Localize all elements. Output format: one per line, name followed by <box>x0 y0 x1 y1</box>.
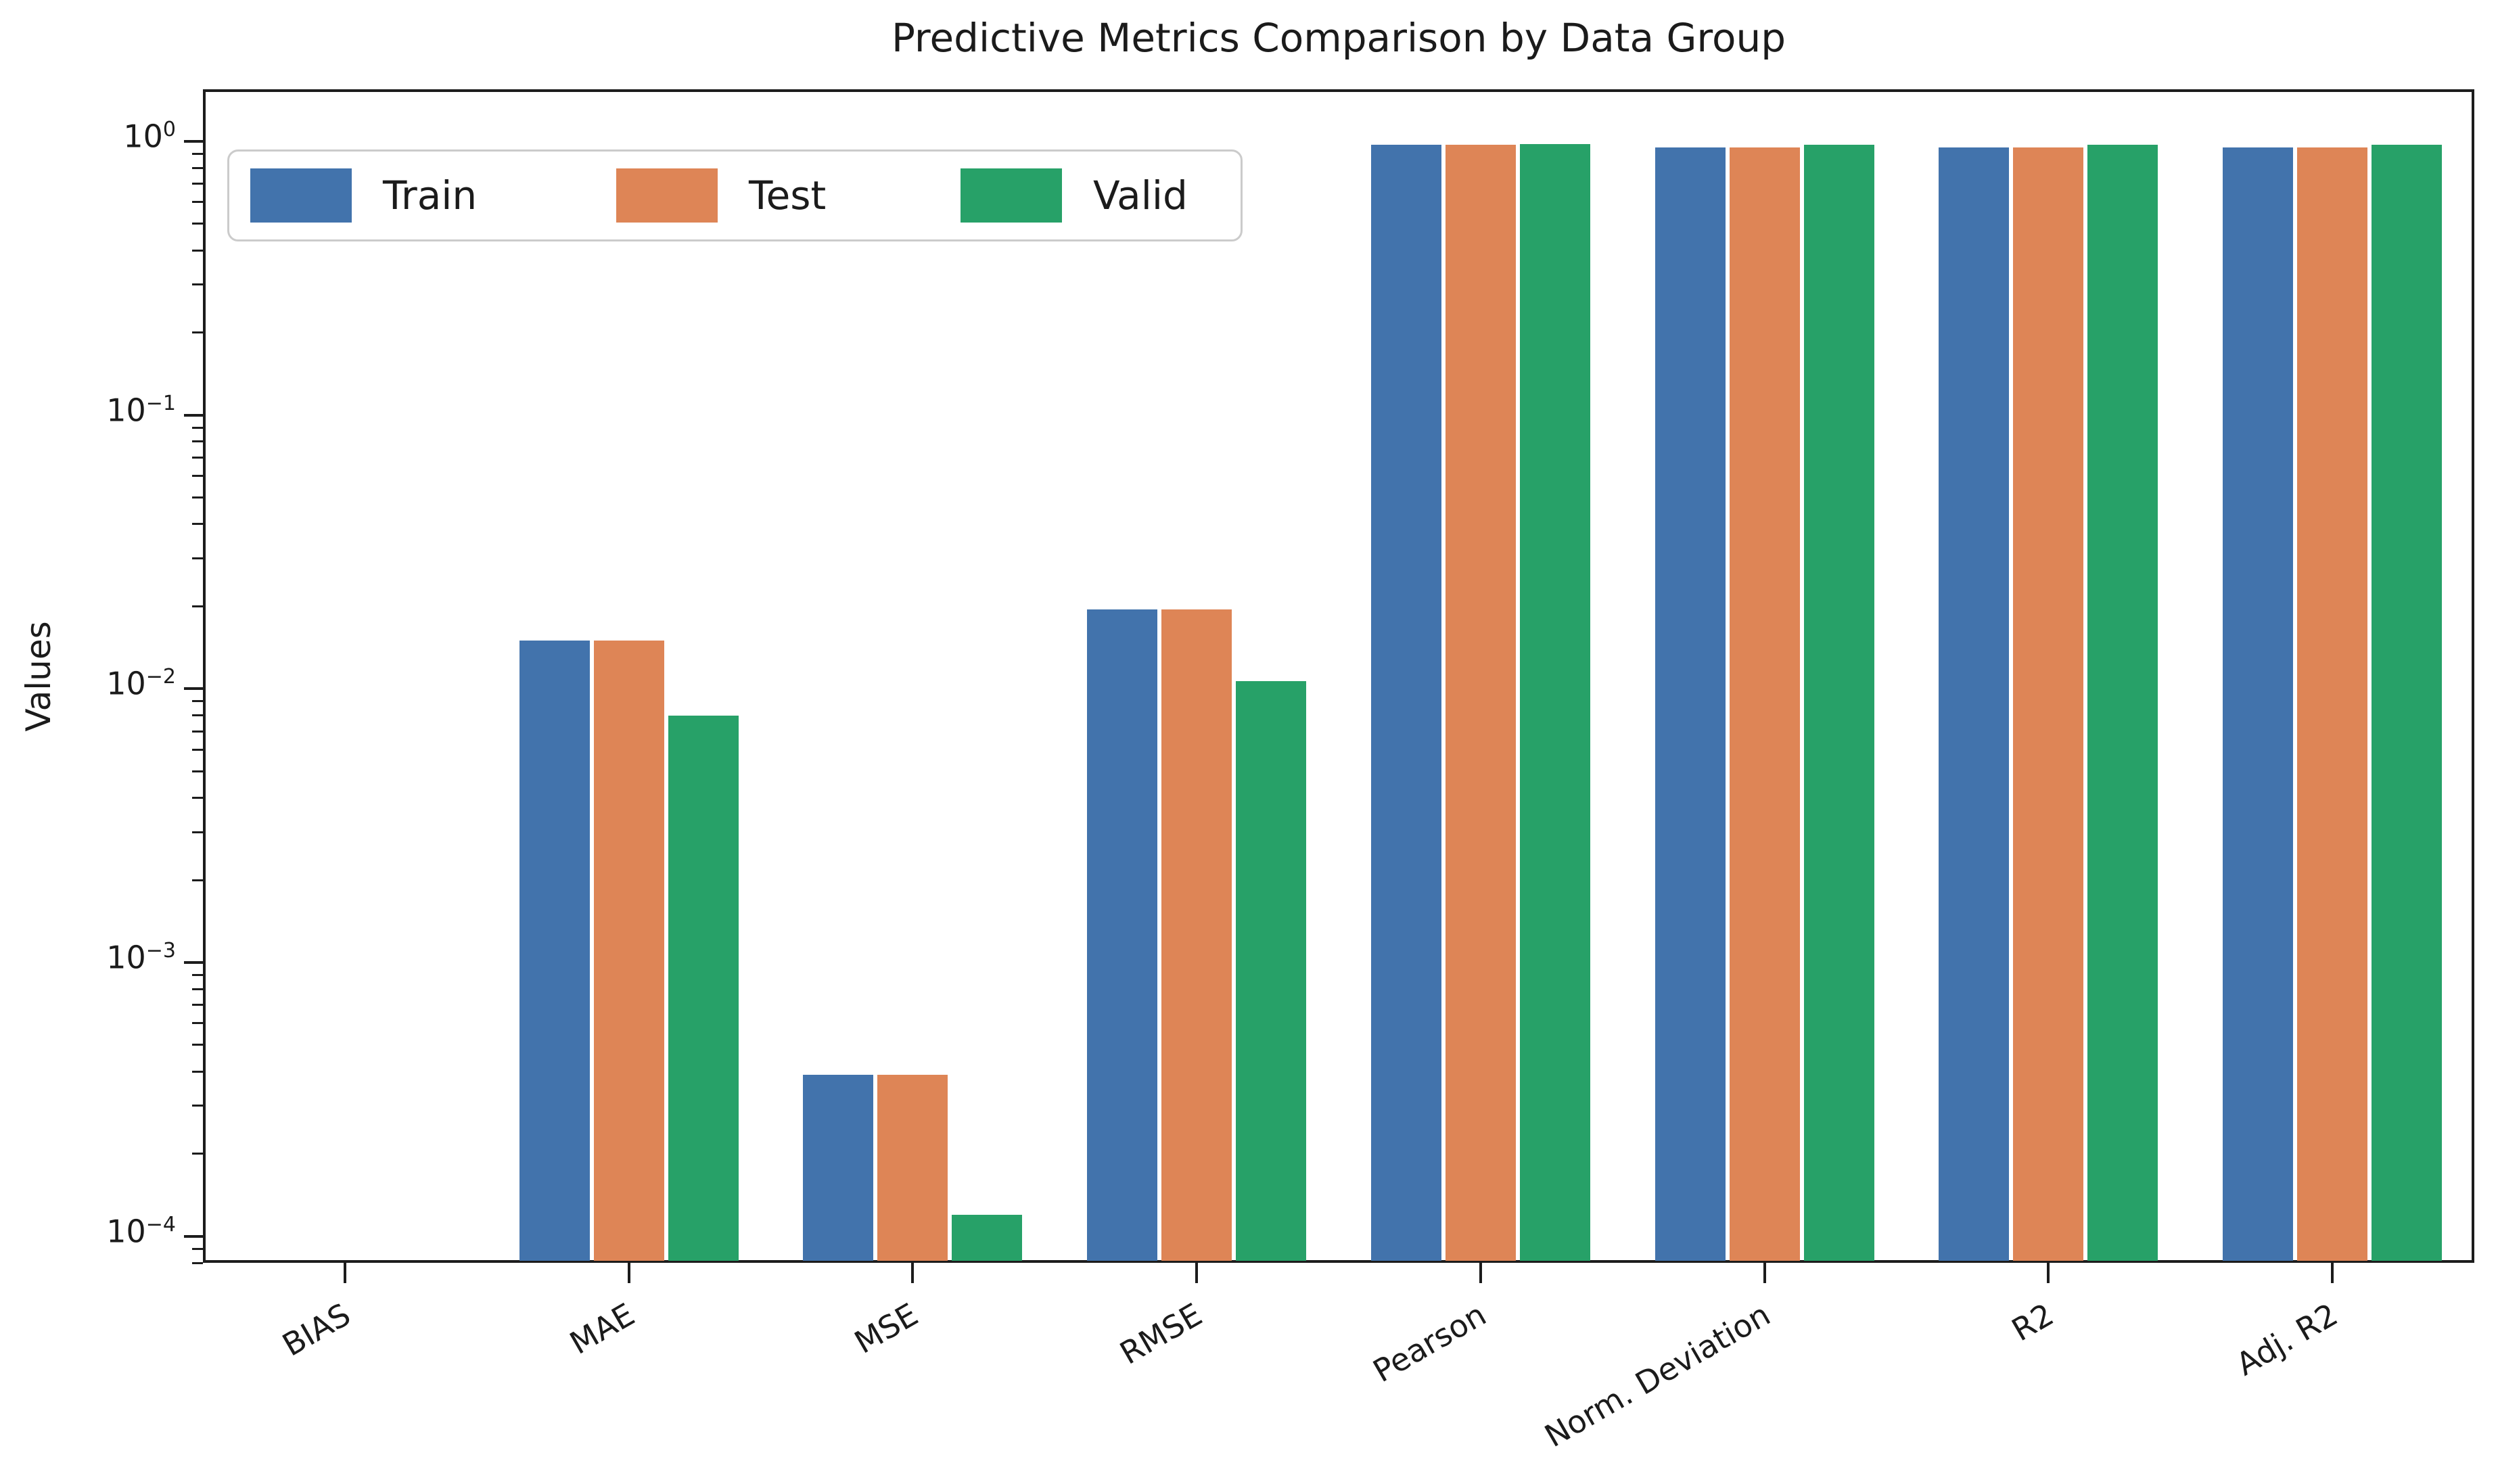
y-minor-tick <box>192 523 203 526</box>
y-minor-tick <box>192 1022 203 1025</box>
legend-item-train: Train <box>250 152 477 239</box>
legend-item-valid: Valid <box>961 152 1188 239</box>
bar-train-adj-r2 <box>2223 147 2294 1261</box>
y-tick-label: 10−3 <box>106 939 176 976</box>
y-minor-tick <box>192 605 203 608</box>
bar-test-mae <box>593 641 664 1261</box>
y-minor-tick <box>192 879 203 881</box>
x-tick <box>1479 1263 1482 1283</box>
y-minor-tick <box>192 988 203 990</box>
x-tick <box>627 1263 630 1283</box>
y-minor-tick <box>192 1261 203 1264</box>
bar-test-rmse <box>1161 609 1232 1261</box>
x-tick-label-adj-r2: Adj. R2 <box>2229 1296 2344 1383</box>
x-tick <box>1763 1263 1766 1283</box>
bar-valid-mae <box>668 715 739 1261</box>
bar-valid-norm-deviation <box>1803 145 1874 1261</box>
y-major-tick <box>184 961 203 965</box>
y-minor-tick <box>192 474 203 477</box>
y-minor-tick <box>192 714 203 717</box>
y-minor-tick <box>192 249 203 252</box>
legend-swatch-test <box>616 168 718 223</box>
y-minor-tick <box>192 183 203 185</box>
bar-test-mse <box>877 1074 948 1261</box>
bar-train-r2 <box>1939 147 2010 1261</box>
bar-valid-adj-r2 <box>2372 145 2443 1261</box>
y-minor-tick <box>192 1004 203 1006</box>
x-tick <box>1195 1263 1199 1283</box>
y-minor-tick <box>192 557 203 559</box>
y-major-tick <box>184 413 203 417</box>
y-minor-tick <box>192 770 203 772</box>
bar-valid-mse <box>952 1214 1023 1261</box>
bar-train-norm-deviation <box>1655 147 1726 1261</box>
y-minor-tick <box>192 440 203 443</box>
y-major-tick <box>184 140 203 143</box>
legend-label-train: Train <box>383 172 478 218</box>
x-tick <box>343 1263 346 1283</box>
x-tick <box>911 1263 915 1283</box>
bar-valid-pearson <box>1519 143 1590 1261</box>
x-tick-label-mae: MAE <box>563 1296 641 1362</box>
y-minor-tick <box>192 1105 203 1107</box>
y-tick-label: 10−4 <box>106 1212 176 1250</box>
y-minor-tick <box>192 730 203 733</box>
bar-train-pearson <box>1370 145 1441 1261</box>
bar-valid-rmse <box>1236 680 1307 1261</box>
legend-swatch-valid <box>961 168 1062 223</box>
y-minor-tick <box>192 796 203 799</box>
bar-valid-r2 <box>2087 145 2158 1261</box>
bar-test-norm-deviation <box>1729 147 1800 1261</box>
y-minor-tick <box>192 496 203 499</box>
legend-label-valid: Valid <box>1093 172 1188 218</box>
y-minor-tick <box>192 1153 203 1155</box>
x-tick-label-pearson: Pearson <box>1366 1296 1492 1390</box>
x-tick <box>2047 1263 2050 1283</box>
plot-area <box>203 89 2474 1263</box>
y-tick-label: 10−2 <box>106 665 176 702</box>
bar-test-adj-r2 <box>2297 147 2368 1261</box>
y-minor-tick <box>192 831 203 833</box>
bar-train-rmse <box>1087 609 1158 1261</box>
bar-train-mse <box>803 1074 874 1261</box>
x-tick-label-rmse: RMSE <box>1113 1296 1209 1372</box>
y-tick-label: 10−1 <box>106 391 176 429</box>
y-minor-tick <box>192 223 203 225</box>
legend-item-test: Test <box>616 152 826 239</box>
y-minor-tick <box>192 331 203 334</box>
y-minor-tick <box>192 456 203 459</box>
legend-swatch-train <box>250 168 352 223</box>
y-minor-tick <box>192 1070 203 1073</box>
y-minor-tick <box>192 426 203 429</box>
x-tick-label-r2: R2 <box>2006 1296 2060 1349</box>
chart-title: Predictive Metrics Comparison by Data Gr… <box>891 15 1786 61</box>
legend: Train Test Valid <box>227 149 1243 241</box>
y-minor-tick <box>192 201 203 204</box>
y-minor-tick <box>192 1044 203 1046</box>
x-tick-label-mse: MSE <box>848 1296 925 1361</box>
legend-label-test: Test <box>749 172 827 218</box>
y-major-tick <box>184 687 203 691</box>
y-minor-tick <box>192 166 203 169</box>
y-minor-tick <box>192 153 203 156</box>
x-tick-label-norm-deviation: Norm. Deviation <box>1538 1296 1776 1455</box>
bar-test-r2 <box>2013 147 2084 1261</box>
x-tick <box>2331 1263 2334 1283</box>
y-minor-tick <box>192 974 203 977</box>
x-tick-label-bias: BIAS <box>276 1296 356 1364</box>
y-minor-tick <box>192 283 203 286</box>
y-major-tick <box>184 1234 203 1238</box>
y-minor-tick <box>192 748 203 751</box>
y-tick-label: 100 <box>123 118 176 155</box>
y-minor-tick <box>192 1247 203 1250</box>
bar-train-mae <box>519 641 590 1261</box>
bar-test-pearson <box>1445 145 1516 1261</box>
y-minor-tick <box>192 700 203 703</box>
